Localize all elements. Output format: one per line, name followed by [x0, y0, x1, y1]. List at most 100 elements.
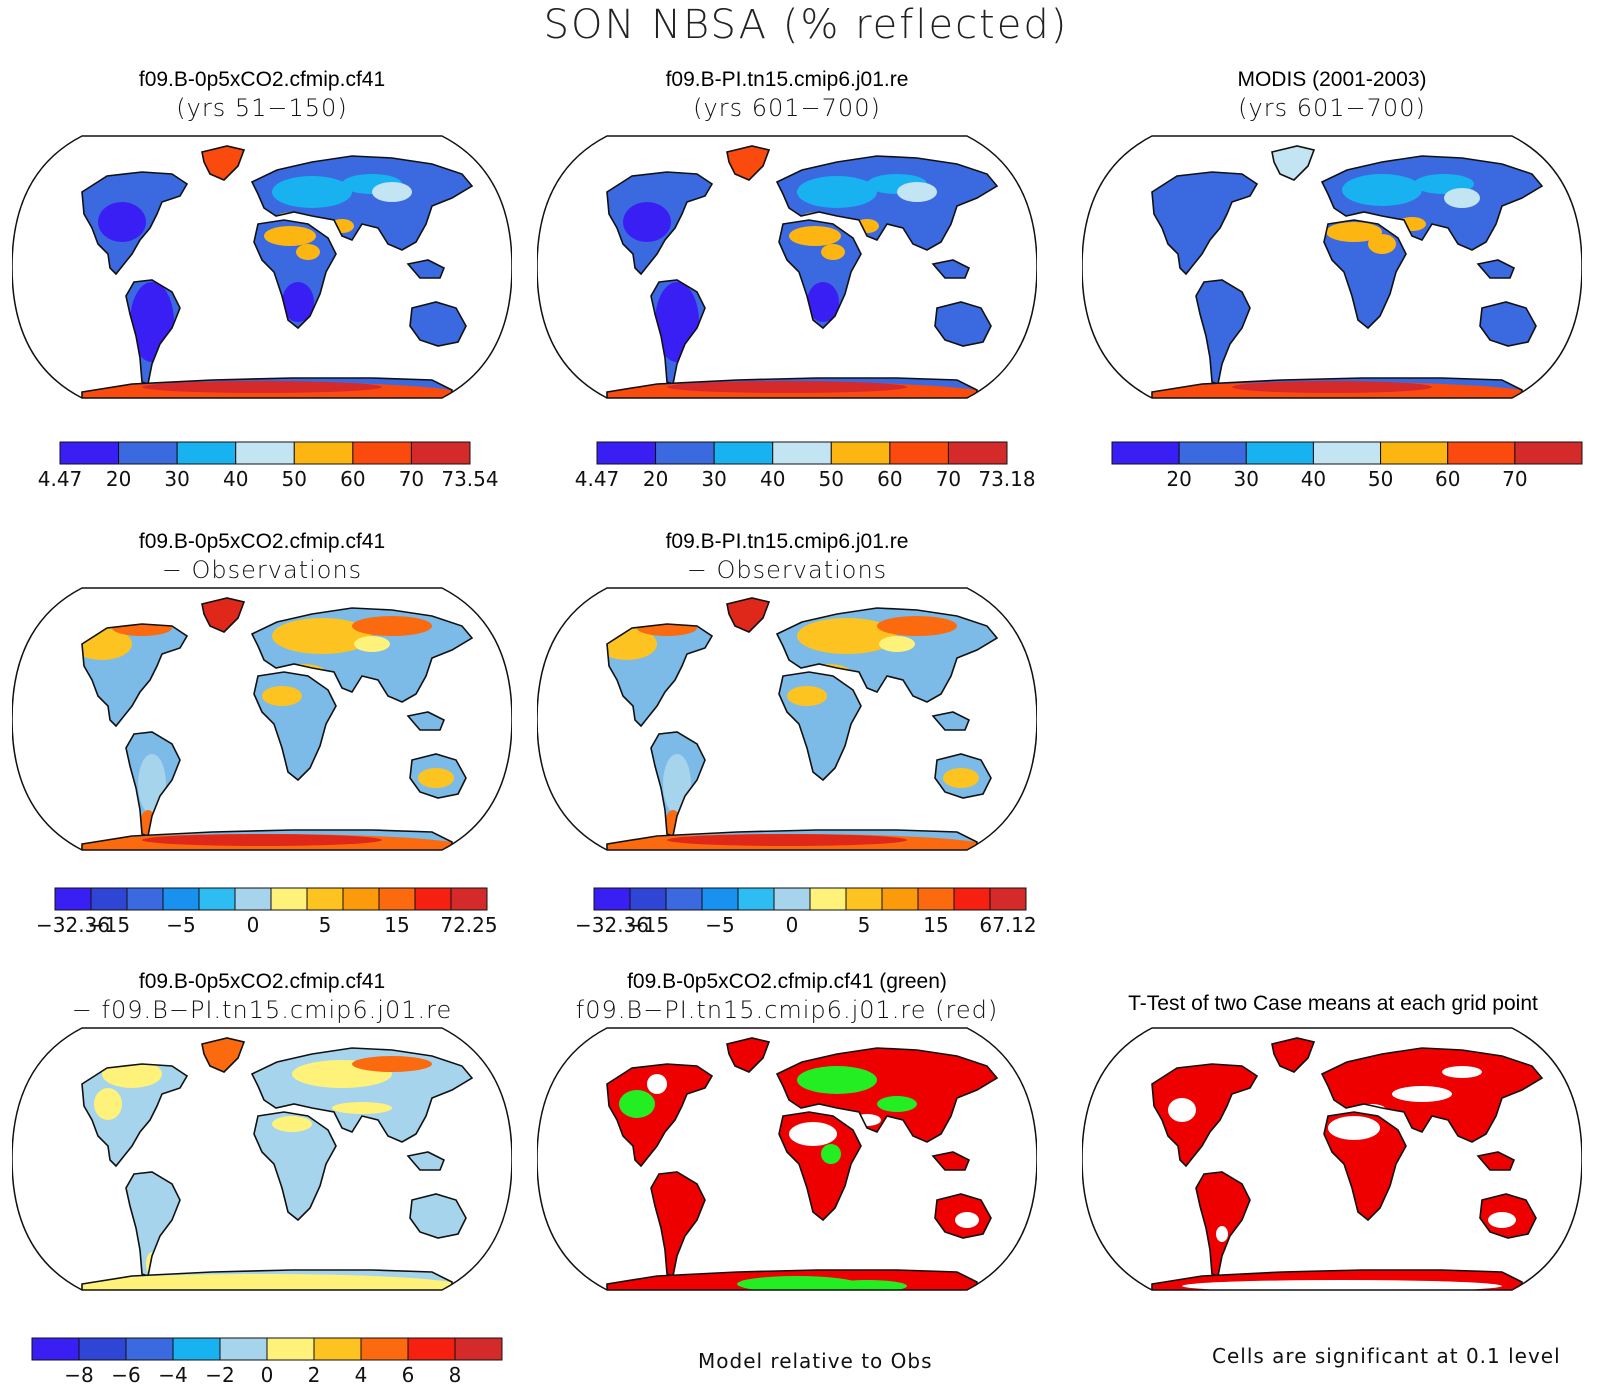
colorbar-tick-label: −5: [166, 913, 195, 937]
colorbar-tick-label: 20: [643, 467, 668, 491]
value-region: [647, 1074, 667, 1094]
map-frame: [12, 135, 512, 399]
coastline-australia: [409, 301, 467, 347]
colorbar-swatch: [1178, 441, 1247, 465]
colorbar-tick-label: 4: [355, 1363, 368, 1387]
value-region: [1216, 1226, 1228, 1242]
colorbar-tick-label: 4.47: [575, 467, 620, 491]
coastline-namerica: [606, 623, 714, 728]
world-map: [537, 135, 1037, 399]
colorbar-tick-label: 73.18: [978, 467, 1035, 491]
colorbar-swatch: [176, 441, 237, 465]
colorbar-tick-label: 40: [1301, 467, 1326, 491]
value-region: [296, 244, 320, 260]
colorbar-swatch: [830, 441, 891, 465]
colorbar-swatch: [293, 441, 354, 465]
value-region: [272, 1116, 312, 1132]
colorbar-tick-label: 6: [402, 1363, 415, 1387]
world-map: [12, 587, 512, 851]
colorbar-swatch: [219, 1337, 268, 1361]
colorbar-swatch: [407, 1337, 456, 1361]
world-map: [1082, 1027, 1582, 1291]
landmass-samerica: [651, 1172, 705, 1276]
panel-subtitle: − Observations: [686, 556, 888, 584]
colorbar-tick-label: −5: [705, 913, 734, 937]
coastline-eurasia: [250, 607, 474, 703]
colorbar-tick-label: 60: [340, 467, 365, 491]
colorbar-swatch: [313, 1337, 362, 1361]
coastline-africa: [253, 671, 337, 782]
coastline-antarctica: [606, 1269, 978, 1290]
colorbar-swatch: [809, 887, 847, 911]
value-region: [943, 768, 979, 788]
landmass-samerica: [1196, 1172, 1250, 1276]
map-frame: [537, 1027, 1037, 1291]
coastline-namerica: [81, 1063, 189, 1168]
colorbar-tick-label: 50: [282, 467, 307, 491]
coastline-africa: [1323, 219, 1407, 330]
value-region: [272, 618, 372, 654]
value-region: [879, 636, 915, 652]
coastline-greenland: [201, 597, 246, 633]
colorbar-swatch: [198, 887, 236, 911]
colorbar-tick-label: 0: [261, 1363, 274, 1387]
value-region: [82, 1274, 452, 1290]
world-map: [1082, 135, 1582, 399]
colorbar-swatch: [772, 441, 832, 465]
panel-subtitle: (yrs 51−150): [176, 94, 348, 122]
colorbar-diff-cases: −8 −6 −4 −2 0 2 4 6 8: [31, 1337, 503, 1389]
coastline-namerica: [81, 623, 189, 728]
panel-title: f09.B-0p5xCO2.cfmip.cf41: [138, 530, 386, 553]
coastline-antarctica: [1151, 1269, 1523, 1290]
coastline-africa: [778, 671, 862, 782]
colorbar-swatch: [266, 1337, 315, 1361]
colorbar-swatch: [125, 1337, 174, 1361]
value-region: [897, 182, 937, 202]
coastline-eurasia: [250, 155, 474, 251]
colorbar-tick-label: 8: [449, 1363, 462, 1387]
value-region: [737, 1276, 857, 1290]
value-region: [94, 1088, 122, 1120]
colorbar-tick-label: −32.36: [36, 913, 110, 937]
value-region: [262, 686, 302, 706]
coastline-samerica: [125, 279, 181, 386]
colorbar-tick-label: −15: [627, 913, 669, 937]
coastline-seasia: [931, 711, 971, 731]
colorbar-swatch: [118, 441, 178, 465]
map-frame: [537, 135, 1037, 399]
value-region: [352, 1056, 432, 1072]
coastline-greenland: [201, 1037, 246, 1073]
colorbar-swatch: [701, 887, 739, 911]
coastline-eurasia: [250, 1047, 474, 1143]
value-region: [142, 834, 382, 846]
value-region: [354, 636, 390, 652]
coastline-australia: [409, 1193, 467, 1239]
colorbar-tick-label: 20: [106, 467, 131, 491]
colorbar-swatch: [126, 887, 164, 911]
colorbar-swatch: [450, 887, 488, 911]
coastline-seasia: [406, 1151, 446, 1171]
colorbar-swatch: [54, 887, 92, 911]
colorbar-swatch: [1245, 441, 1314, 465]
colorbar-swatch: [1312, 441, 1382, 465]
coastline-australia: [934, 753, 992, 799]
value-region: [797, 618, 897, 654]
coastline-seasia: [1476, 259, 1516, 279]
coastline-eurasia: [775, 155, 999, 251]
colorbar-tick-label: 5: [319, 913, 332, 937]
coastline-namerica: [606, 171, 714, 276]
coastline-eurasia: [1320, 155, 1544, 251]
colorbar-tick-label: 30: [1234, 467, 1259, 491]
value-region: [418, 768, 454, 788]
colorbar-swatch: [360, 1337, 409, 1361]
colorbar-tick-label: 40: [223, 467, 248, 491]
colorbar-swatch: [414, 887, 452, 911]
coastline-namerica: [1151, 1063, 1259, 1168]
colorbar-swatch: [234, 887, 272, 911]
colorbar-swatch: [593, 887, 631, 911]
coastline-africa: [778, 219, 862, 330]
map-frame: [12, 587, 512, 851]
colorbar-swatch: [655, 441, 715, 465]
value-region: [1182, 1280, 1502, 1290]
landmass-samerica: [126, 1172, 180, 1276]
